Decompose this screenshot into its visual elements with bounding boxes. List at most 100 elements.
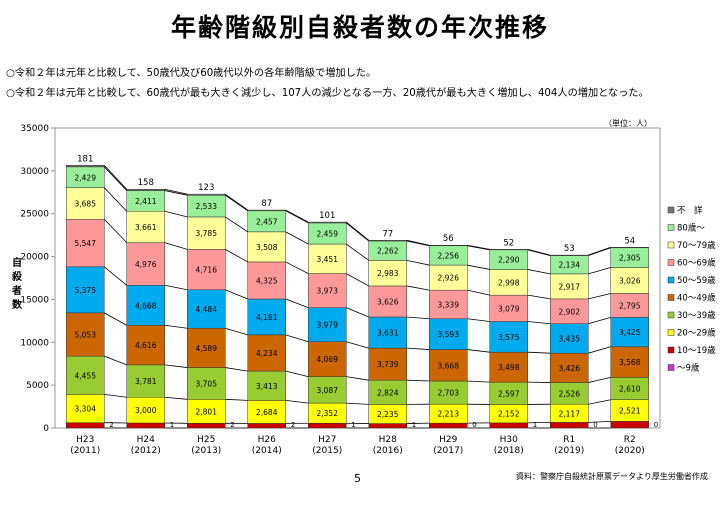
x-tick-label: H25 [197, 435, 215, 445]
bar-segment [308, 273, 347, 308]
bar-segment [489, 294, 528, 322]
bar-segment [247, 334, 286, 372]
bar-segment [308, 423, 347, 429]
connector-line [104, 312, 127, 326]
bar-segment [429, 264, 468, 291]
bar-segment [126, 422, 165, 429]
under-9-label: 1 [533, 421, 537, 429]
data-label: 4,589 [196, 344, 218, 353]
data-label: 5,547 [75, 239, 97, 248]
data-label: 3,451 [317, 255, 339, 264]
data-label: 4,668 [135, 301, 157, 310]
data-label: 56 [443, 234, 454, 244]
data-label: 3,079 [498, 304, 520, 313]
data-label: 3,508 [256, 243, 278, 252]
bar-segment [429, 289, 468, 320]
data-label: 3,026 [619, 276, 641, 285]
x-tick-label: H26 [258, 435, 276, 445]
legend-swatch [667, 276, 675, 284]
under-9-label: 0 [472, 421, 476, 429]
bar-segment [66, 219, 105, 268]
connector-line [225, 249, 248, 263]
bar-segment [126, 397, 165, 424]
under-9-label: 2 [109, 421, 113, 429]
connector-line [104, 355, 127, 366]
connector-line [225, 194, 248, 212]
legend-swatch [667, 364, 675, 371]
data-label: 3,626 [377, 297, 399, 306]
data-label: 5,053 [75, 331, 97, 340]
x-tick-label: (2013) [191, 446, 221, 456]
connector-line [588, 293, 611, 300]
connector-line [588, 376, 611, 383]
data-label: 2,684 [256, 408, 278, 417]
connector-line [285, 370, 309, 378]
data-label: 4,716 [196, 266, 218, 275]
bar-segment [308, 221, 347, 224]
data-label: 3,785 [196, 229, 218, 238]
under-9-label: 1 [412, 421, 416, 429]
connector-line [527, 249, 551, 256]
page-number: 5 [354, 472, 361, 485]
data-label: 3,593 [438, 330, 460, 339]
connector-line [406, 285, 430, 291]
connector-line [588, 346, 611, 354]
data-label: 3,425 [619, 328, 641, 337]
data-label: 3,685 [75, 199, 97, 208]
bar-segment [368, 240, 407, 242]
data-label: 2,213 [438, 410, 460, 419]
note-1: ○令和２年は元年と比較して、50歳代及び60歳代以外の各年齢階級で増加した。 [6, 68, 377, 79]
connector-line [103, 166, 128, 191]
data-label: 52 [503, 238, 514, 248]
legend-label: 60～69歳 [677, 258, 716, 269]
connector-line [225, 327, 248, 336]
x-tick-label: (2014) [252, 446, 282, 456]
connector-line [285, 334, 309, 343]
bar-segment [489, 422, 528, 429]
bar-segment [550, 422, 589, 429]
bar-segment [489, 269, 528, 296]
connector-line [467, 264, 490, 270]
data-label: 4,234 [256, 349, 278, 358]
bar-segment [429, 349, 468, 382]
connector-line [225, 289, 248, 300]
data-label: 53 [564, 244, 575, 254]
bar-segment [429, 318, 468, 350]
y-tick-label: 15000 [20, 295, 49, 305]
bar-segment [187, 216, 226, 250]
connector-line [406, 259, 430, 266]
legend-swatch [667, 259, 675, 266]
connector-line [406, 240, 430, 247]
connector-line [467, 245, 490, 251]
data-label: 2,290 [498, 256, 520, 265]
data-label: 2,795 [619, 301, 641, 310]
source-note: 資料：警察庁自殺統計原票データより厚生労働省作成 [516, 472, 708, 481]
y-tick-label: 25000 [20, 210, 49, 220]
data-label: 5,375 [75, 286, 97, 295]
connector-line [225, 193, 248, 211]
connector-line [164, 242, 188, 250]
bar-segment [368, 379, 407, 405]
data-label: 3,973 [317, 287, 339, 296]
bar-segment [247, 370, 286, 401]
data-label: 101 [319, 211, 335, 221]
x-tick-label: (2019) [554, 446, 584, 456]
connector-line [346, 307, 369, 318]
connector-line [285, 399, 309, 404]
data-label: 2,610 [619, 385, 641, 394]
connector-line [164, 190, 188, 196]
x-tick-label: (2018) [494, 446, 524, 456]
y-axis-label: 自 [12, 256, 22, 269]
connector-line [225, 216, 248, 233]
bar-segment [550, 352, 589, 383]
bar-segment [368, 260, 407, 287]
data-label: 2,429 [75, 173, 97, 182]
data-label: 4,455 [75, 371, 97, 380]
bar-segment [66, 165, 105, 168]
legend-label: 70～79歳 [677, 240, 716, 251]
connector-line [103, 266, 128, 286]
connector-line [104, 393, 127, 398]
y-axis-label: 殺 [11, 270, 23, 283]
data-label: 4,976 [135, 260, 157, 269]
